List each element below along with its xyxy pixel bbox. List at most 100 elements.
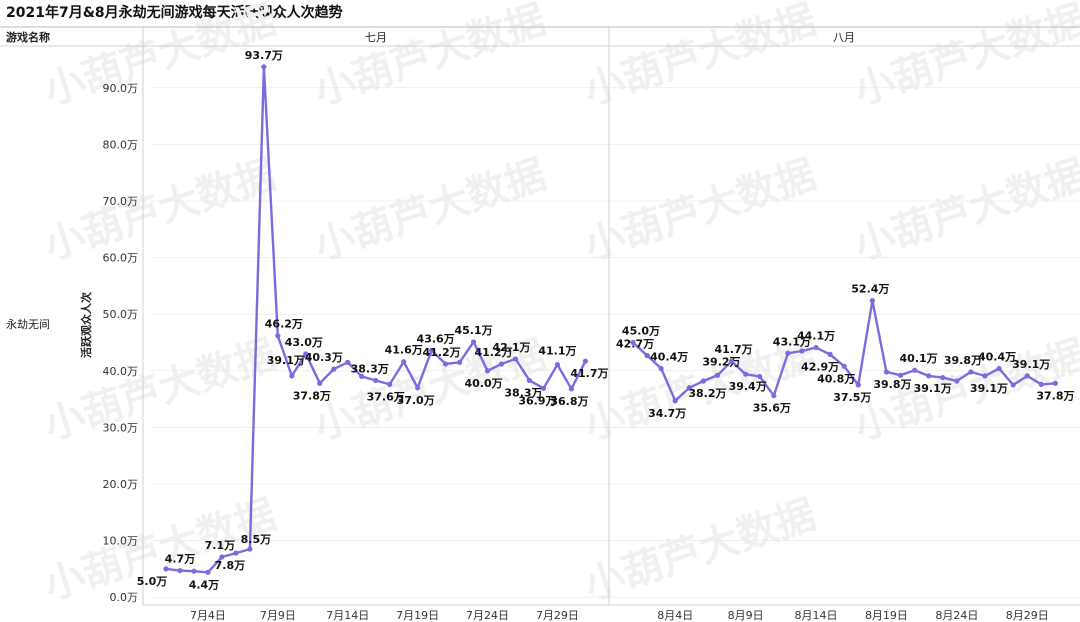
data-point	[982, 373, 988, 379]
grid-layer: 0.0万 10.0万 20.0万 30.0万 40.0万 50.0万 60.0万 70.0万 8…	[103, 82, 1080, 622]
plot-layer: 5.0万4.7万4.4万7.1万7.8万8.5万93.7万46.2万39.1万4…	[137, 49, 1075, 591]
data-label: 41.2万	[423, 346, 461, 359]
data-label: 39.1万	[267, 354, 305, 367]
watermark-text: 小葫芦大数据	[39, 152, 281, 270]
data-point	[883, 369, 890, 375]
data-point	[233, 550, 239, 556]
data-point	[443, 361, 449, 367]
watermark-text: 小葫芦大数据	[39, 332, 281, 450]
data-label: 41.1万	[538, 345, 576, 358]
data-point	[582, 358, 589, 364]
data-label: 35.6万	[753, 402, 791, 415]
y-axis-label: 活跃观众人次	[79, 292, 93, 358]
data-point	[743, 371, 749, 377]
chart-title: 2021年7月&8月永劫无间游戏每天活跃观众人次趋势	[6, 5, 343, 21]
x-tick-label: 8月9日	[728, 609, 764, 622]
x-tick-label: 8月14日	[795, 609, 838, 622]
data-point	[429, 347, 435, 354]
watermark-text: 小葫芦大数据	[309, 152, 551, 270]
data-point	[289, 373, 295, 379]
data-point	[1038, 381, 1044, 387]
y-tick-label: 30.0万	[103, 421, 139, 434]
data-point	[714, 372, 721, 378]
data-point	[1052, 380, 1058, 386]
x-tick-label: 7月29日	[536, 609, 579, 622]
data-point	[700, 378, 707, 384]
data-point	[954, 378, 960, 384]
data-label: 42.9万	[801, 360, 839, 373]
data-label: 41.2万	[474, 346, 512, 359]
data-label: 43.0万	[285, 336, 323, 349]
y-tick-label: 10.0万	[103, 535, 139, 548]
data-point	[897, 372, 904, 378]
data-label: 7.1万	[205, 539, 236, 552]
data-point	[1010, 382, 1016, 388]
data-point	[247, 546, 253, 552]
data-label: 40.8万	[817, 372, 855, 385]
chart-frame: 游戏名称 永劫无间 七月 八月 活跃观众人次	[0, 26, 1080, 606]
data-point	[317, 380, 323, 386]
data-point	[526, 377, 533, 384]
data-point	[912, 367, 918, 373]
x-tick-label: 7月14日	[326, 609, 369, 622]
data-point	[630, 339, 636, 346]
data-label: 4.7万	[165, 553, 196, 566]
data-point	[841, 363, 847, 369]
data-label: 37.0万	[397, 394, 435, 407]
data-label: 44.1万	[797, 330, 835, 343]
data-point	[191, 568, 197, 574]
data-point	[331, 366, 337, 372]
x-tick-label: 7月19日	[396, 609, 439, 622]
data-label: 37.8万	[1036, 389, 1074, 402]
data-point	[940, 374, 946, 381]
data-point	[869, 298, 875, 304]
data-label: 41.7万	[570, 367, 608, 380]
data-point	[672, 398, 678, 404]
watermark-text: 小葫芦大数据	[579, 0, 821, 115]
panel-title-july: 七月	[365, 31, 387, 44]
data-point	[568, 386, 575, 392]
data-label: 40.0万	[464, 377, 502, 390]
data-label: 38.3万	[504, 386, 542, 399]
y-tick-label: 20.0万	[103, 478, 139, 491]
panel-title-august: 八月	[833, 31, 855, 44]
data-label: 43.6万	[417, 332, 455, 345]
y-tick-label: 80.0万	[103, 138, 139, 151]
data-point	[163, 566, 169, 572]
series-line	[165, 65, 587, 574]
data-point	[799, 348, 805, 354]
x-tick-label: 8月19日	[865, 609, 908, 622]
data-label: 7.8万	[215, 559, 246, 572]
data-label: 38.3万	[351, 362, 389, 375]
data-point	[205, 569, 211, 575]
data-label: 36.9万	[518, 394, 556, 407]
data-label: 39.1万	[1012, 358, 1050, 371]
data-point	[644, 352, 650, 359]
data-label: 39.8万	[944, 354, 982, 367]
watermark-text: 小葫芦大数据	[309, 0, 551, 115]
data-label: 46.2万	[265, 318, 303, 331]
y-tick-label: 60.0万	[103, 252, 139, 265]
y-tick-label: 0.0万	[110, 591, 139, 604]
data-point	[261, 64, 267, 70]
data-point	[345, 359, 351, 365]
data-label: 34.7万	[648, 407, 686, 420]
data-point	[785, 350, 791, 356]
data-point	[387, 381, 393, 387]
data-point	[757, 373, 763, 380]
data-label: 39.1万	[914, 382, 952, 395]
data-label: 42.7万	[616, 338, 654, 351]
data-label: 8.5万	[241, 533, 272, 546]
y-tick-label: 40.0万	[103, 365, 139, 378]
data-point	[926, 373, 932, 379]
data-point	[415, 385, 421, 391]
data-label: 5.0万	[137, 575, 168, 588]
watermark-text: 小葫芦大数据	[849, 0, 1080, 115]
data-label: 4.4万	[189, 578, 220, 591]
data-point	[484, 368, 491, 374]
data-label: 39.4万	[729, 380, 767, 393]
data-point	[219, 554, 225, 560]
data-label: 40.4万	[650, 351, 688, 364]
